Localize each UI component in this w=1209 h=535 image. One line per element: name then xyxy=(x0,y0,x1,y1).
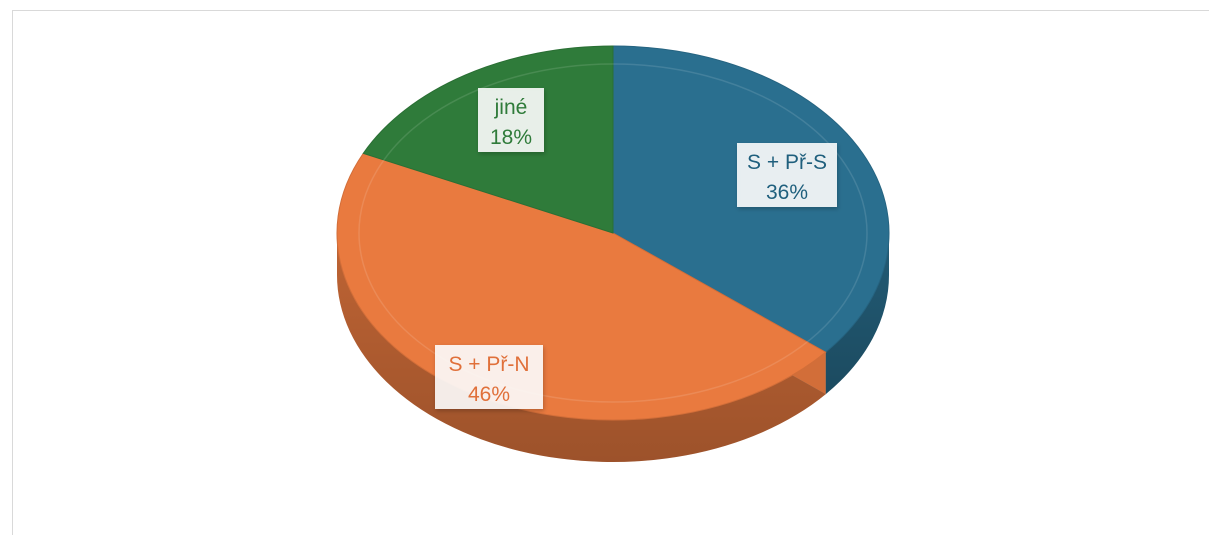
pie-side-shade-0 xyxy=(825,233,889,395)
data-label-2: jiné 18% xyxy=(478,88,544,152)
pie-data-labels: S + Př-S 36% S + Př-N 46% jiné 18% xyxy=(435,88,837,409)
data-label-0: S + Př-S 36% xyxy=(737,143,837,207)
data-label-category-1: S + Př-N xyxy=(448,353,529,376)
data-label-box-1 xyxy=(435,345,543,409)
data-label-value-1: 46% xyxy=(468,383,510,406)
data-label-category-0: S + Př-S xyxy=(747,151,827,174)
data-label-box-0 xyxy=(737,143,837,207)
data-label-box-2 xyxy=(478,88,544,152)
pie-tops xyxy=(336,45,890,421)
data-label-category-2: jiné xyxy=(494,96,528,119)
data-label-value-0: 36% xyxy=(766,181,808,204)
data-label-1: S + Př-N 46% xyxy=(435,345,543,409)
pie-bevel xyxy=(358,63,868,403)
data-label-value-2: 18% xyxy=(490,126,532,149)
chart-frame xyxy=(12,10,1209,535)
